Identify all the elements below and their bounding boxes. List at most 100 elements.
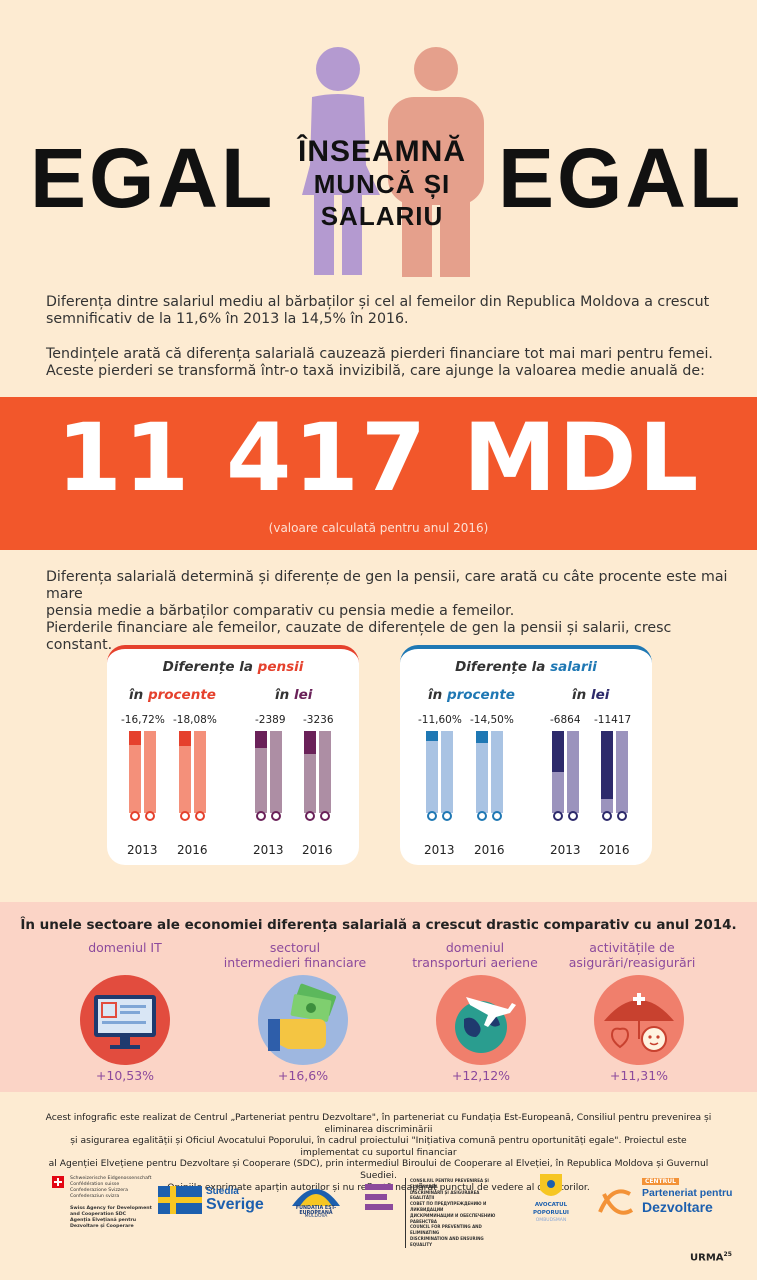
salaries-pct-2013: -11,60% xyxy=(418,714,462,726)
value-banner xyxy=(0,397,757,550)
footer-line1: Acest infografic este realizat de Centru… xyxy=(45,1112,712,1135)
pensions-pct-2016: -18,08% xyxy=(173,714,217,726)
salaries-year-4: 2016 xyxy=(599,843,630,857)
man-figure-icon xyxy=(388,47,484,277)
title-middle-line1: ÎNSEAMNĂ xyxy=(297,135,466,168)
cpd-logo: CENTRUL Parteneriat pentru Dezvoltare xyxy=(596,1178,732,1228)
swiss-logo: Schweizerische Eidgenossenschaft Confédé… xyxy=(52,1176,152,1230)
salaries-unit-lei: în lei xyxy=(572,687,610,703)
sector-value-insurance: +11,31% xyxy=(609,1068,669,1083)
man-pin-icon xyxy=(442,811,452,821)
council-emblem-icon xyxy=(365,1184,393,1210)
money-hand-icon xyxy=(258,975,348,1065)
intro-p2-line1: Tendințele arată că diferența salarială … xyxy=(46,346,713,362)
swiss-flag-icon xyxy=(52,1176,64,1188)
salaries-year-2: 2016 xyxy=(474,843,505,857)
woman-pin-icon xyxy=(180,811,190,821)
ombudsman-logo: AVOCATUL POPORULUI OMBUDSMAN xyxy=(526,1172,576,1232)
intro-p1-line1: Diferența dintre salariul mediu al bărba… xyxy=(46,294,710,310)
sector-value-finance: +16,6% xyxy=(277,1068,329,1083)
pensions-year-4: 2016 xyxy=(302,843,333,857)
bar-men-fill_lei_2013 xyxy=(270,731,282,813)
bar-men-fill_pct_2013 xyxy=(144,731,156,813)
footer-line3: al Agenției Elvețiene pentru Dezvoltare … xyxy=(48,1158,709,1181)
salaries-lei-2013: -6864 xyxy=(550,714,581,726)
council-logo: CONSILIUL PENTRU PREVENIREA ȘI ELIMINARE… xyxy=(365,1178,505,1248)
bar-women-fill_lei_2013 xyxy=(552,731,564,813)
sector-value-it: +10,53% xyxy=(95,1068,155,1083)
bar-men-fill_lei_2016 xyxy=(319,731,331,813)
sector-label-it: domeniul IT xyxy=(88,940,162,955)
woman-pin-icon xyxy=(427,811,437,821)
bar-men-fill_pct_2016 xyxy=(491,731,503,813)
bar-women-fill_lei_2016 xyxy=(304,731,316,813)
bar-women-fill_lei_2013 xyxy=(255,731,267,813)
pensions-line2: pensia medie a bărbaților comparativ cu … xyxy=(46,603,515,619)
bar-women-fill_pct_2013 xyxy=(129,731,141,813)
man-pin-icon xyxy=(195,811,205,821)
salaries-year-1: 2013 xyxy=(424,843,455,857)
man-pin-icon xyxy=(145,811,155,821)
bar-men-fill_pct_2013 xyxy=(441,731,453,813)
salaries-pct-2016: -14,50% xyxy=(470,714,514,726)
ombudsman-emblem-icon xyxy=(540,1174,562,1196)
title-middle: ÎNSEAMNĂ MUNCĂ ȘI SALARIU xyxy=(256,136,508,232)
salaries-lei-2016: -11417 xyxy=(594,714,632,726)
salaries-year-3: 2013 xyxy=(550,843,581,857)
pensions-unit-lei: în lei xyxy=(275,687,313,703)
airplane-globe-icon xyxy=(436,975,526,1065)
fee-emblem-icon xyxy=(292,1189,340,1206)
pensions-line1: Diferența salarială determină și diferen… xyxy=(46,569,728,602)
title-right: EGAL xyxy=(498,131,744,225)
man-pin-icon xyxy=(568,811,578,821)
computer-icon xyxy=(80,975,170,1065)
man-pin-icon xyxy=(492,811,502,821)
pensions-paragraph: Diferența salarială determină și diferen… xyxy=(46,569,736,654)
woman-figure-icon xyxy=(302,47,380,275)
pensions-lei-2016: -3236 xyxy=(303,714,334,726)
intro-paragraph-2: Tendințele arată că diferența salarială … xyxy=(46,346,726,380)
woman-pin-icon xyxy=(256,811,266,821)
man-pin-icon xyxy=(320,811,330,821)
bar-women-fill_pct_2016 xyxy=(179,731,191,813)
pensions-card-title: Diferențe la pensii xyxy=(162,659,304,675)
sector-label-finance: sectorul intermedieri financiare xyxy=(223,940,367,970)
sectors-title: În unele sectoare ale economiei diferenț… xyxy=(20,917,737,933)
bar-men-fill_pct_2016 xyxy=(194,731,206,813)
sector-label-insurance: activitățile de asigurări/reasigurări xyxy=(568,940,696,970)
pensions-year-1: 2013 xyxy=(127,843,158,857)
woman-man-figures-icon xyxy=(302,47,484,277)
intro-p2-line2: Aceste pierderi se transformă într-o tax… xyxy=(46,363,705,379)
man-pin-icon xyxy=(617,811,627,821)
bar-women-fill_lei_2016 xyxy=(601,731,613,813)
sweden-logo: Suedia Sverige xyxy=(158,1186,268,1216)
sweden-flag-icon xyxy=(158,1186,202,1214)
annual-loss-note: (valoare calculată pentru anul 2016) xyxy=(268,521,489,535)
sector-value-aviation: +12,12% xyxy=(451,1068,511,1083)
fee-logo: FUNDAȚIA EST-EUROPEANĂ MOLDOVA xyxy=(286,1176,346,1224)
pensions-line3: Pierderile financiare ale femeilor, cauz… xyxy=(46,620,672,653)
title-left: EGAL xyxy=(30,131,276,225)
woman-pin-icon xyxy=(553,811,563,821)
intro-paragraph-1: Diferența dintre salariul mediu al bărba… xyxy=(46,294,726,328)
urma-logo: URMA25 xyxy=(690,1251,732,1264)
pensions-year-2: 2016 xyxy=(177,843,208,857)
man-pin-icon xyxy=(271,811,281,821)
woman-pin-icon xyxy=(477,811,487,821)
salaries-card-title: Diferențe la salarii xyxy=(455,659,597,675)
woman-pin-icon xyxy=(130,811,140,821)
woman-pin-icon xyxy=(305,811,315,821)
pensions-lei-2013: -2389 xyxy=(255,714,286,726)
bar-men-fill_lei_2016 xyxy=(616,731,628,813)
pensions-card: Diferențe la pensii în procente în lei -… xyxy=(107,645,359,865)
bar-men-fill_lei_2013 xyxy=(567,731,579,813)
bar-women-fill_pct_2013 xyxy=(426,731,438,813)
annual-loss-value: 11 417 MDL xyxy=(56,404,701,513)
salaries-card: Diferențe la salarii în procente în lei … xyxy=(400,645,652,865)
pensions-pct-2013: -16,72% xyxy=(121,714,165,726)
intro-p1-line2: semnificativ de la 11,6% în 2013 la 14,5… xyxy=(46,311,409,327)
title-middle-line2: MUNCĂ ȘI SALARIU xyxy=(313,169,451,231)
pensions-year-3: 2013 xyxy=(253,843,284,857)
pensions-unit-percent: în procente xyxy=(129,687,216,703)
cpd-emblem-icon xyxy=(598,1189,634,1215)
